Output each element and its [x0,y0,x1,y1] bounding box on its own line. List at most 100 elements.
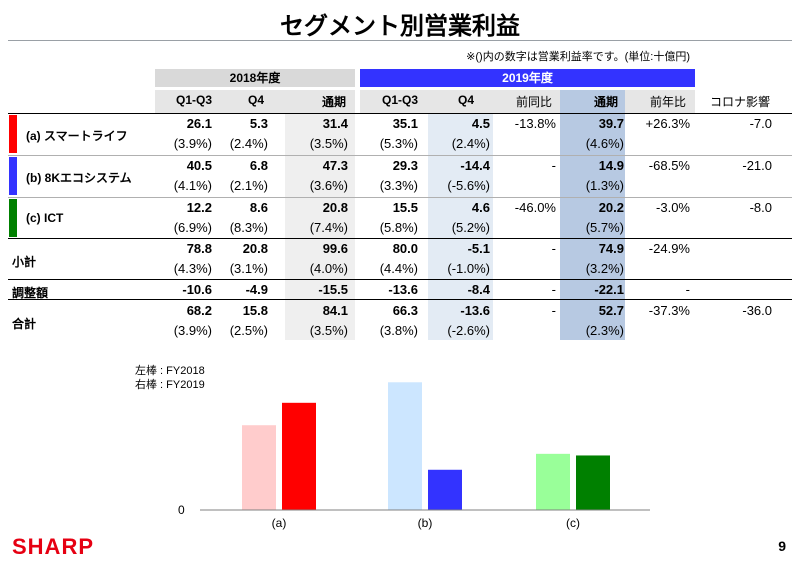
table-cell-value: 35.1 [392,116,418,131]
table-cell-margin: (3.6%) [309,178,348,193]
table-cell-value: -3.0% [656,200,690,215]
chart-bar [388,382,422,510]
table-cell-value: 4.6 [471,200,490,215]
chart-bar [536,453,570,510]
table-cell-margin: (3.5%) [309,323,348,338]
table-cell-value: -14.4 [460,158,490,173]
table-cell-value: 14.9 [598,158,624,173]
table-cell-margin: (4.1%) [173,178,212,193]
table-cell-margin: (4.0%) [309,261,348,276]
table-cell-value: +26.3% [645,116,690,131]
table-cell-margin: (3.2%) [585,261,624,276]
table-cell-value: -13.6 [460,303,490,318]
table-cell-value: -5.1 [467,241,490,256]
table-cell-margin: (3.9%) [173,323,212,338]
table-cell-value: 47.3 [322,158,348,173]
col-q4-2018: Q4 [247,93,264,107]
table-cell-value: -21.0 [742,158,772,173]
page-title: セグメント別営業利益 [280,13,520,40]
table-cell-value: -68.5% [648,158,690,173]
table-cell-value: 84.1 [322,303,348,318]
table-cell-value: -15.5 [318,282,348,297]
table-cell-value: 6.8 [249,158,268,173]
table-cell-value: 15.8 [242,303,268,318]
table-cell-value: -8.0 [749,200,772,215]
table-cell-value: 66.3 [392,303,418,318]
legend-right: 右棒 : FY2019 [135,379,205,391]
table-cell-margin: (5.8%) [379,220,418,235]
table-cell-value: -13.8% [514,116,556,131]
table-cell-margin: (-1.0%) [447,261,490,276]
fy2018-header-bg [155,69,355,87]
col-corona: コロナ影響 [709,95,770,109]
row-rule [8,238,792,239]
table-cell-margin: (5.3%) [379,136,418,151]
table-cell-value: 20.8 [322,200,348,215]
fy2019-header-bg [360,69,695,87]
table-cell-value: 29.3 [392,158,418,173]
table-cell-margin: (2.1%) [229,178,268,193]
table-cell-value: -10.6 [182,282,212,297]
segment-b-marker [9,157,17,195]
table-cell-margin: (4.4%) [379,261,418,276]
col-yoy-q4: 前同比 [515,95,552,109]
table-cell-margin: (5.7%) [585,220,624,235]
row-label-c: (c) ICT [26,211,64,225]
table-cell-margin: (4.3%) [173,261,212,276]
col-full-2019: 通期 [593,95,618,109]
table-cell-value: -46.0% [514,200,556,215]
chart-bar [576,455,610,510]
table-cell-value: 78.8 [186,241,212,256]
table-cell-value: - [551,303,556,318]
table-cell-value: -24.9% [648,241,690,256]
row-rule [8,155,792,156]
table-cell-margin: (3.5%) [309,136,348,151]
table-cell-value: -13.6 [388,282,418,297]
legend-left: 左棒 : FY2018 [135,365,205,377]
fy2019-q4-col-bg [428,113,493,340]
table-cell-value: 80.0 [392,241,418,256]
col-q1q3-2018: Q1-Q3 [175,93,212,107]
table-cell-value: 20.8 [242,241,268,256]
table-cell-value: 40.5 [186,158,212,173]
table-cell-margin: (2.3%) [585,323,624,338]
row-label-b: (b) 8Kエコシステム [26,171,132,185]
table-cell-margin: (6.9%) [173,220,212,235]
table-cell-margin: (1.3%) [585,178,624,193]
unit-note: ※()内の数字は営業利益率です。(単位:十億円) [466,51,690,63]
sharp-logo: SHARP [12,534,95,559]
chart-category-label: (b) [418,516,433,530]
row-rule [8,197,792,198]
table-cell-value: 26.1 [186,116,212,131]
table-cell-value: -7.0 [749,116,772,131]
table-cell-value: 74.9 [598,241,624,256]
table-cell-margin: (3.9%) [173,136,212,151]
chart-bar [242,425,276,510]
table-cell-margin: (3.8%) [379,323,418,338]
fy2018-full-year-col-bg [285,113,355,340]
row-rule [8,279,792,280]
table-cell-value: 99.6 [322,241,348,256]
table-cell-margin: (-5.6%) [447,178,490,193]
chart-category-label: (c) [566,516,580,530]
fy2018-col-header-bg [155,90,355,113]
table-cell-value: 39.7 [598,116,624,131]
table-cell-value: - [551,158,556,173]
table-cell-value: - [551,282,556,297]
table-cell-value: 52.7 [598,303,624,318]
header-rule [8,113,792,114]
table-cell-margin: (2.5%) [229,323,268,338]
table-cell-margin: (7.4%) [309,220,348,235]
fy2019-full-year-col-bg [560,90,625,340]
table-cell-value: -36.0 [742,303,772,318]
table-cell-value: 5.3 [249,116,268,131]
table-cell-margin: (-2.6%) [447,323,490,338]
fy2019-header: 2019年度 [502,71,553,85]
segment-c-marker [9,199,17,237]
table-cell-value: - [551,241,556,256]
table-cell-value: 8.6 [249,200,268,215]
table-cell-value: - [685,282,690,297]
table-cell-margin: (3.1%) [229,261,268,276]
row-label-adjustment: 調整額 [12,286,49,300]
chart-bar [282,402,316,510]
